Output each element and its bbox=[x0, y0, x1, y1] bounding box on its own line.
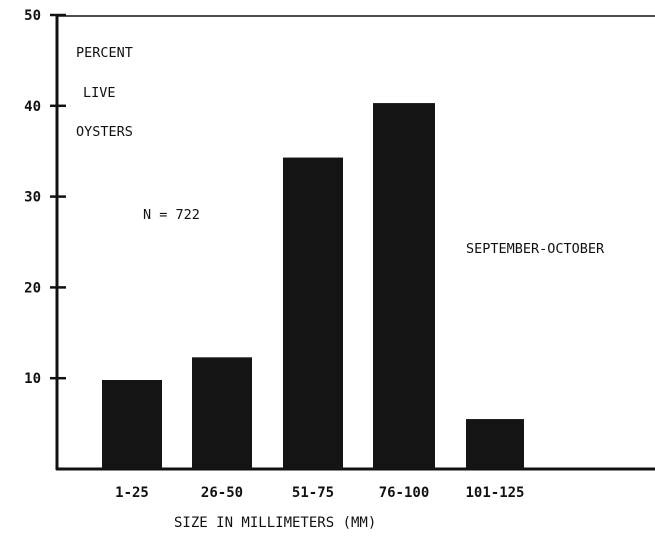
y-label-line-2: LIVE bbox=[83, 85, 116, 101]
x-tick-label: 101-125 bbox=[465, 485, 524, 501]
bar-76-100 bbox=[373, 103, 435, 469]
y-tick-label: 20 bbox=[24, 280, 41, 296]
y-tick-label: 40 bbox=[24, 99, 41, 115]
bar-101-125 bbox=[466, 419, 524, 469]
bar-1-25 bbox=[102, 380, 162, 469]
x-tick-label: 26-50 bbox=[201, 485, 243, 501]
x-tick-labels: 1-25 26-50 51-75 76-100 101-125 bbox=[115, 485, 524, 501]
bar-26-50 bbox=[192, 357, 252, 469]
y-tick-label: 50 bbox=[24, 8, 41, 24]
x-tick-label: 51-75 bbox=[292, 485, 334, 501]
x-axis-label: SIZE IN MILLIMETERS (MM) bbox=[174, 515, 376, 531]
y-ticks: 10 20 30 40 50 bbox=[24, 8, 66, 387]
bar-51-75 bbox=[283, 158, 343, 469]
y-label-line-1: PERCENT bbox=[76, 45, 133, 61]
x-tick-label: 1-25 bbox=[115, 485, 149, 501]
y-tick-label: 30 bbox=[24, 190, 41, 206]
y-tick-label: 10 bbox=[24, 371, 41, 387]
bars bbox=[102, 103, 524, 469]
sample-size-annotation: N = 722 bbox=[143, 207, 200, 223]
y-label-line-3: OYSTERS bbox=[76, 124, 133, 140]
season-annotation: SEPTEMBER-OCTOBER bbox=[466, 241, 605, 257]
x-tick-label: 76-100 bbox=[379, 485, 430, 501]
